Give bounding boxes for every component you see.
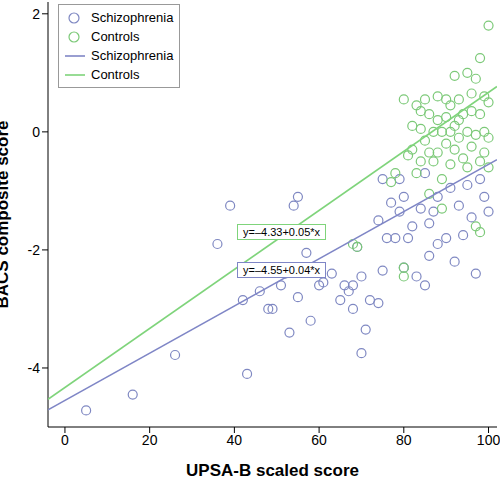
svg-text:-2: -2	[28, 242, 41, 258]
html-text:Controls: Controls	[91, 67, 140, 82]
svg-text:80: 80	[396, 432, 412, 448]
svg-text:BACS composite score: BACS composite score	[8, 121, 12, 309]
svg-text:0: 0	[32, 124, 40, 140]
svg-text:20: 20	[142, 432, 158, 448]
html-text:Controls: Controls	[91, 29, 140, 44]
svg-text:60: 60	[311, 432, 327, 448]
svg-text:100: 100	[477, 432, 492, 448]
svg-text:40: 40	[227, 432, 243, 448]
svg-text:0: 0	[61, 432, 69, 448]
html-text:y=–4.55+0.04*x: y=–4.55+0.04*x	[243, 264, 321, 276]
svg-text:-4: -4	[28, 360, 41, 376]
svg-text:2: 2	[32, 6, 40, 22]
svg-text:UPSA-B scaled score: UPSA-B scaled score	[186, 461, 359, 480]
html-text:Schizophrenia: Schizophrenia	[91, 10, 174, 25]
html-text:Schizophrenia: Schizophrenia	[91, 48, 174, 63]
html-text:y=–4.33+0.05*x: y=–4.33+0.05*x	[243, 226, 321, 238]
